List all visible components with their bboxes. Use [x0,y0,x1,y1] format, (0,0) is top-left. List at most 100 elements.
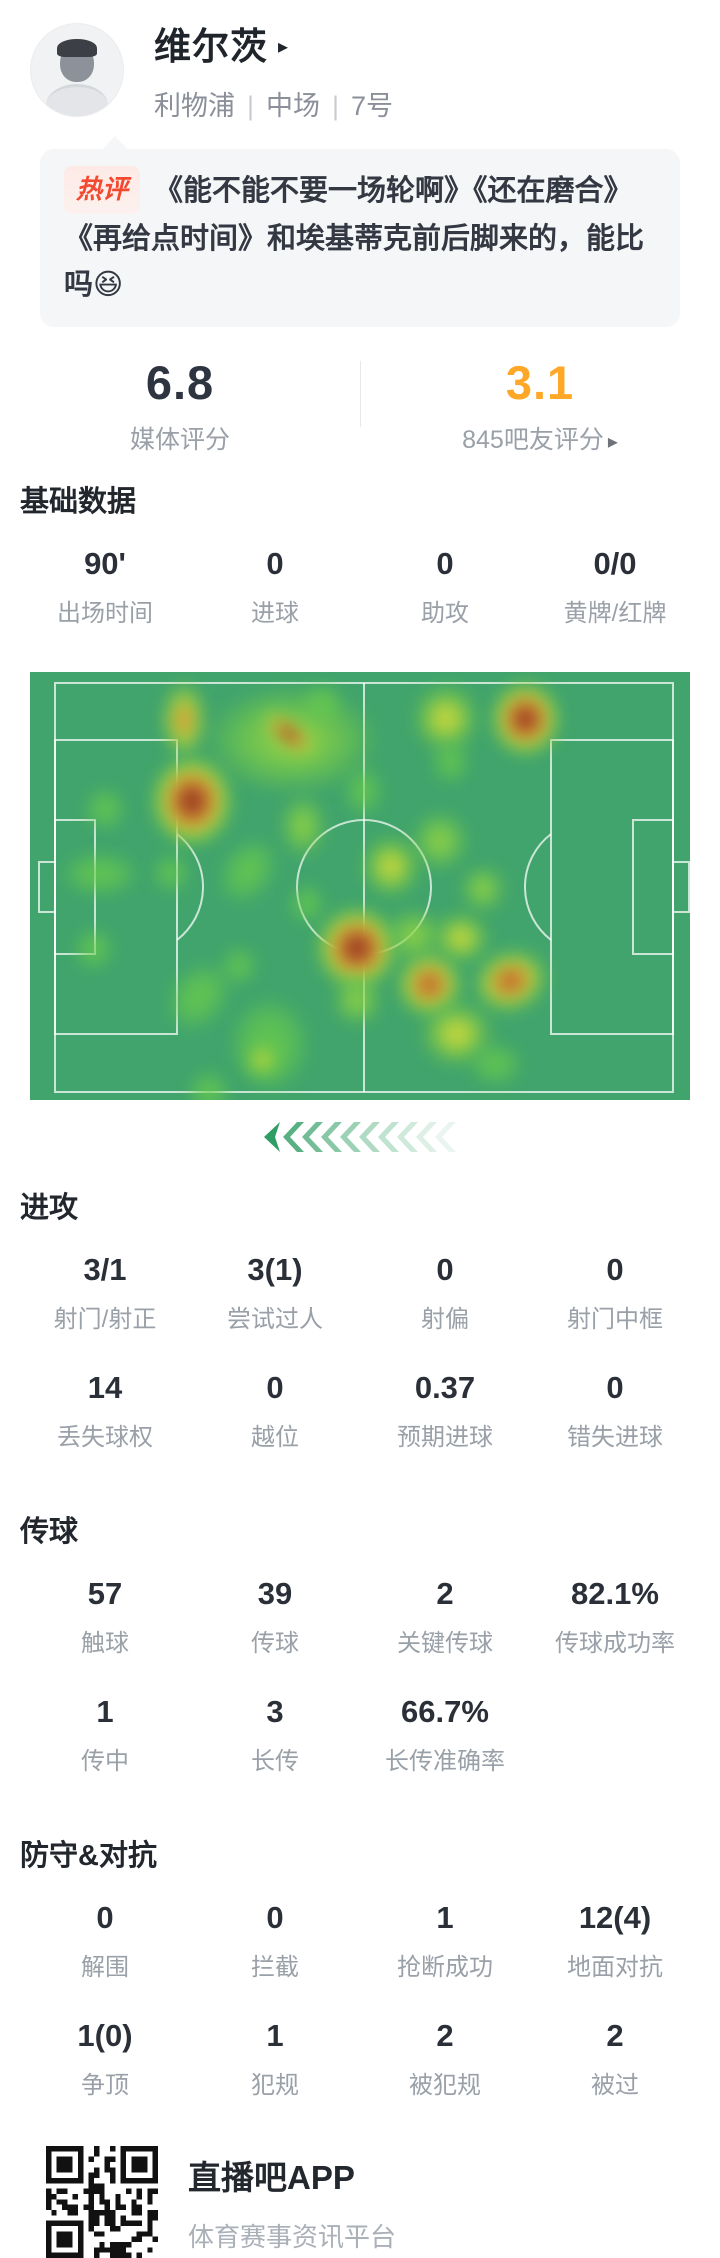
chevron-left-icon [359,1122,380,1153]
stat-value: 2 [436,1576,454,1612]
player-heatmap [30,672,690,1101]
defense-stats-row-1: 0 解围 0 拦截 1 抢断成功 12(4) 地面对抗 [0,1900,720,1982]
left-chevrons-icon [264,1122,456,1153]
stat-cell: 1 抢断成功 [360,1900,530,1982]
media-rating-value: 6.8 [145,356,215,410]
stat-label: 射门中框 [567,1306,663,1334]
heat-spot [323,964,391,1037]
separator: | [332,91,340,121]
passing-stats-row-1: 57 触球 39 传球 2 关键传球 82.1% 传球成功率 [0,1576,720,1658]
chevron-left-icon [302,1122,323,1153]
stat-cell: 57 触球 [20,1576,190,1658]
stat-label: 丢失球权 [57,1424,153,1452]
stat-value: 3 [266,1694,284,1730]
player-avatar[interactable] [30,22,124,117]
stat-cell: 12(4) 地面对抗 [530,1900,700,1982]
stat-label: 传球 [251,1630,299,1658]
basic-stats-row: 90' 出场时间 0 进球 0 助攻 0/0 黄牌/红牌 [0,546,720,628]
hot-comment-badge: 热评 [64,166,141,214]
chevron-right-icon: ▸ [278,35,289,58]
heat-spot [239,1036,285,1085]
stat-label: 出场时间 [57,600,153,628]
attack-direction-chevrons [0,1122,720,1153]
stat-value: 39 [257,1576,293,1612]
stat-value: 82.1% [571,1576,659,1612]
stat-value: 0 [266,1900,284,1936]
stat-value: 0 [436,546,454,582]
heat-spot [142,746,242,857]
stat-value: 66.7% [401,1694,489,1730]
stat-value: 1(0) [77,2018,133,2054]
stat-cell: 2 被过 [530,2018,700,2100]
stat-value: 0 [436,1252,454,1288]
player-club: 利物浦 [154,91,235,121]
passing-stats-row-2: 1 传中 3 长传 66.7% 长传准确率 [0,1694,720,1776]
player-position: 中场 [266,91,321,121]
stat-value: 14 [87,1370,123,1406]
heat-spot [294,674,350,730]
heat-spot [76,778,134,841]
chevron-left-icon [378,1122,399,1153]
stat-label: 越位 [251,1424,299,1452]
stat-label: 长传 [251,1748,299,1776]
stat-cell: 0 助攻 [360,546,530,628]
heat-spot [45,843,155,906]
chevron-left-icon [435,1122,456,1153]
player-subtitle: 利物浦 | 中场 | 7号 [154,84,393,123]
stat-cell: 39 传球 [190,1576,360,1658]
stat-value: 0/0 [593,546,637,582]
section-title-attack: 进攻 [20,1192,79,1225]
fan-rating-value: 3.1 [505,356,575,410]
stat-label: 传中 [81,1748,129,1776]
section-title-basic: 基础数据 [20,486,137,519]
player-name: 维尔茨 [154,26,268,67]
chevron-left-icon [321,1122,342,1153]
stat-cell: 0 进球 [190,546,360,628]
player-header: 维尔茨 ▸ 利物浦 | 中场 | 7号 [0,0,720,123]
fan-rating-label-text: 845吧友评分 [462,426,604,455]
chevron-left-icon [340,1122,361,1153]
stat-label: 传球成功率 [555,1630,675,1658]
stat-label: 错失进球 [567,1424,663,1452]
stat-value: 3/1 [83,1252,127,1288]
stat-label: 长传准确率 [385,1748,505,1776]
stat-cell: 3 长传 [190,1694,360,1776]
stat-label: 尝试过人 [227,1306,323,1334]
stat-cell: 0 拦截 [190,1900,360,1982]
media-rating-label: 媒体评分 [129,426,230,455]
stat-cell: 0.37 预期进球 [360,1370,530,1452]
stat-value: 2 [606,2018,624,2054]
fan-rating[interactable]: 3.1 845吧友评分 ▸ [360,355,720,456]
hot-comment-bubble[interactable]: 热评 《能不能不要一场轮啊》《还在磨合》《再给点时间》和埃基蒂克前后脚来的，能比吗… [40,135,680,328]
chevron-left-icon [264,1122,280,1153]
stat-value: 57 [87,1576,123,1612]
stat-label: 被过 [591,2072,639,2100]
stat-cell: 1 犯规 [190,2018,360,2100]
stat-value: 90' [84,546,126,582]
stat-label: 争顶 [81,2072,129,2100]
stat-cell: 3/1 射门/射正 [20,1252,190,1334]
section-title-defense: 防守&对抗 [20,1840,157,1873]
stat-label: 黄牌/红牌 [563,600,667,628]
stat-label: 射门/射正 [53,1306,157,1334]
qr-code [46,2146,158,2258]
stat-value: 0 [606,1252,624,1288]
stat-label: 抢断成功 [397,1954,493,1982]
avatar-hair [57,38,97,57]
stat-label: 地面对抗 [567,1954,663,1982]
player-name-row[interactable]: 维尔茨 ▸ [154,16,393,70]
heat-spot [66,919,122,980]
stat-cell: 0 射门中框 [530,1252,700,1334]
stat-cell: 0 射偏 [360,1252,530,1334]
app-name: 直播吧APP [188,2158,355,2196]
heat-spot [335,755,391,828]
fan-rating-label[interactable]: 845吧友评分 ▸ [360,420,720,456]
stat-cell: 1 传中 [20,1694,190,1776]
player-number: 7号 [351,91,394,121]
defense-stats-row-2: 1(0) 争顶 1 犯规 2 被犯规 2 被过 [0,2018,720,2100]
stat-cell: 66.7% 长传准确率 [360,1694,530,1776]
media-rating: 6.8 媒体评分 [0,355,360,456]
stat-label: 触球 [81,1630,129,1658]
stat-cell: 90' 出场时间 [20,546,190,628]
stat-value: 1 [436,1900,454,1936]
